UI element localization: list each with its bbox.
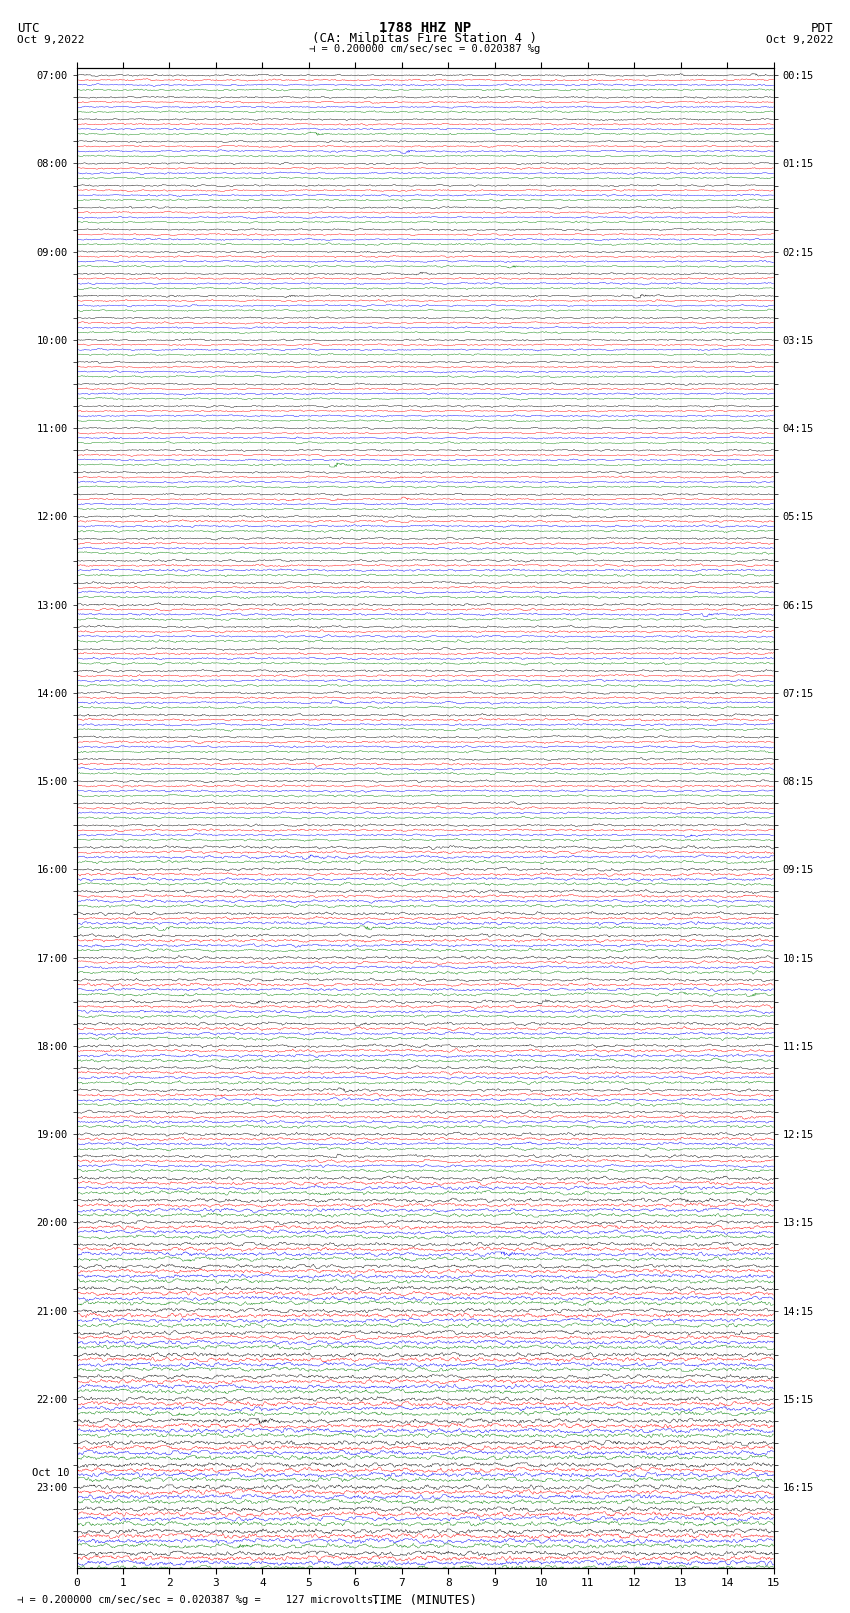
Text: Oct 10: Oct 10 — [32, 1468, 70, 1478]
X-axis label: TIME (MINUTES): TIME (MINUTES) — [372, 1594, 478, 1607]
Text: Oct 9,2022: Oct 9,2022 — [17, 35, 84, 45]
Text: Oct 9,2022: Oct 9,2022 — [766, 35, 833, 45]
Text: 1788 HHZ NP: 1788 HHZ NP — [379, 21, 471, 35]
Text: PDT: PDT — [811, 21, 833, 35]
Text: UTC: UTC — [17, 21, 39, 35]
Text: ⊣ = 0.200000 cm/sec/sec = 0.020387 %g: ⊣ = 0.200000 cm/sec/sec = 0.020387 %g — [309, 44, 541, 53]
Text: (CA: Milpitas Fire Station 4 ): (CA: Milpitas Fire Station 4 ) — [313, 32, 537, 45]
Text: ⊣ = 0.200000 cm/sec/sec = 0.020387 %g =    127 microvolts.: ⊣ = 0.200000 cm/sec/sec = 0.020387 %g = … — [17, 1595, 379, 1605]
